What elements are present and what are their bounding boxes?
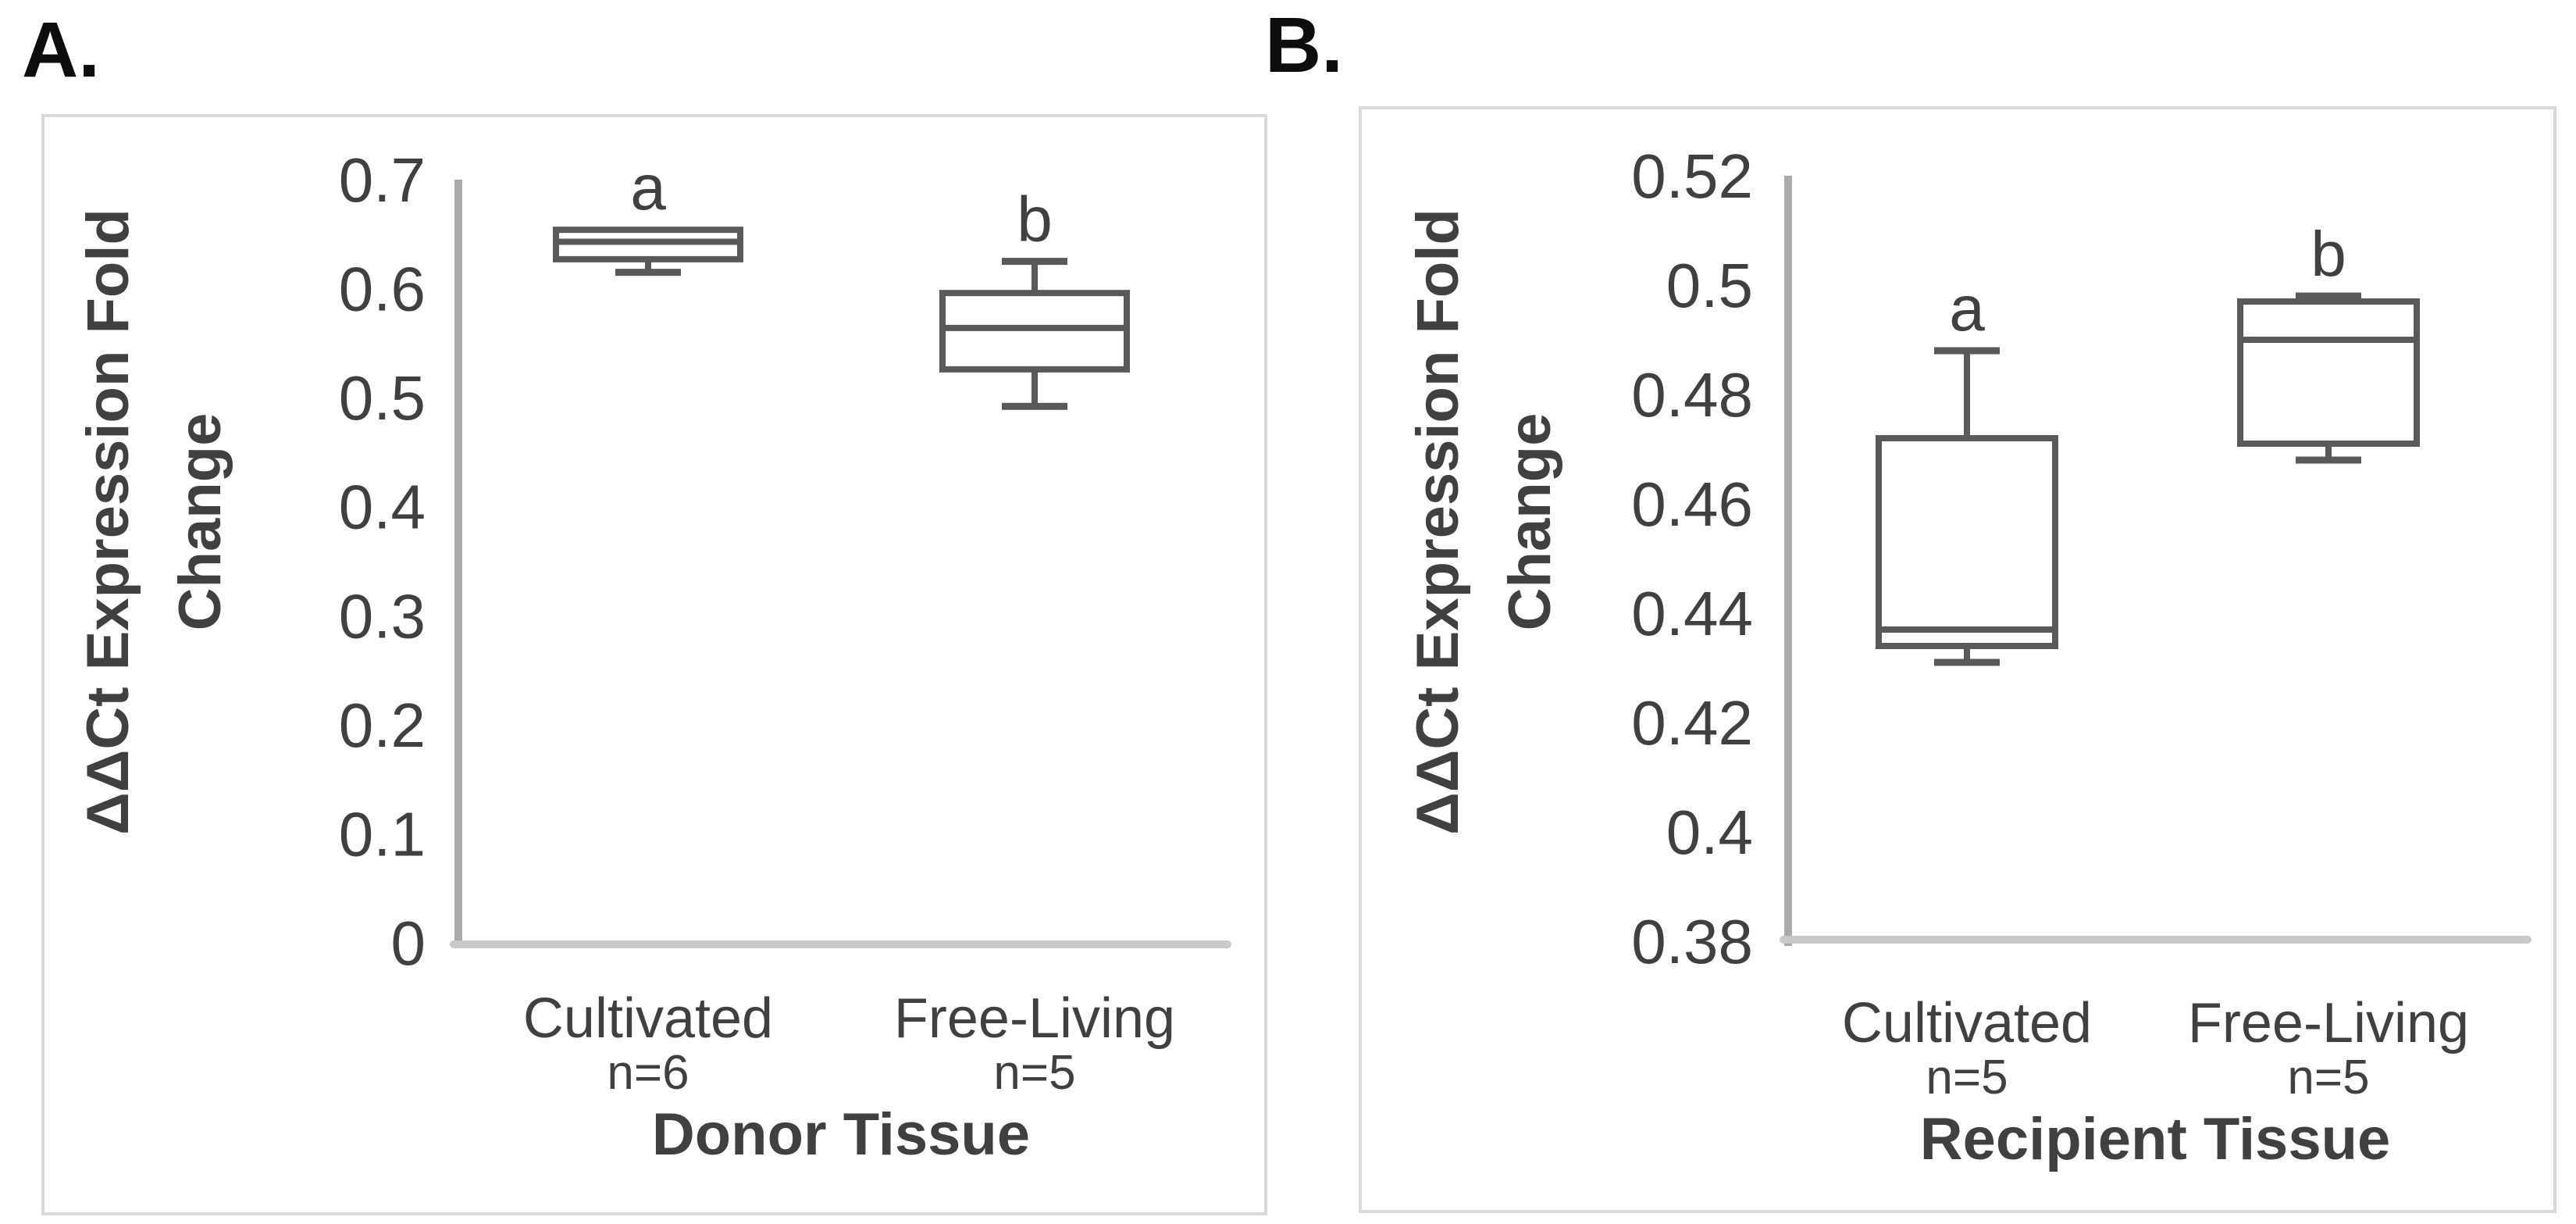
panel-b-border: [1359, 106, 2556, 1213]
y-tick-label: 0.38: [1631, 907, 1753, 976]
y-tick-label: 0.5: [339, 363, 426, 433]
y-tick-label: 0.48: [1631, 360, 1753, 430]
y-tick-label: 0.2: [339, 691, 426, 760]
category-label: Cultivated: [1842, 992, 2092, 1054]
sample-size-label: n=5: [2287, 1051, 2369, 1104]
y-tick-label: 0: [391, 908, 426, 978]
y-tick-label: 0.4: [339, 473, 426, 542]
sample-size-label: n=5: [1926, 1051, 2008, 1104]
significance-letter: a: [630, 152, 666, 223]
y-tick-label: 0.6: [339, 255, 426, 324]
y-tick-label: 0.5: [1666, 251, 1753, 320]
y-axis-title: ΔΔCt Expression Fold: [75, 209, 141, 835]
y-axis-title: Change: [1497, 413, 1563, 631]
significance-letter: a: [1949, 273, 1985, 344]
y-tick-label: 0.44: [1631, 579, 1753, 648]
y-tick-label: 0.46: [1631, 469, 1753, 539]
y-axis-title: ΔΔCt Expression Fold: [1405, 209, 1471, 835]
box: [939, 290, 1130, 373]
sample-size-label: n=6: [607, 1046, 689, 1100]
y-tick-label: 0.4: [1666, 798, 1753, 867]
panel-b-label: B.: [1265, 2, 1343, 89]
significance-letter: b: [2311, 219, 2346, 290]
box: [1876, 435, 2058, 649]
x-axis-title: Recipient Tissue: [1920, 1106, 2391, 1172]
y-tick-label: 0.7: [339, 145, 426, 215]
sample-size-label: n=5: [993, 1046, 1075, 1100]
category-label: Cultivated: [523, 987, 773, 1050]
box: [2237, 298, 2420, 447]
panel-a-label: A.: [22, 6, 100, 94]
category-label: Free-Living: [2188, 992, 2469, 1054]
y-tick-label: 0.3: [339, 581, 426, 651]
y-axis-title: Change: [167, 413, 233, 631]
y-tick-label: 0.42: [1631, 688, 1753, 758]
panel-a-border: [41, 114, 1267, 1215]
y-tick-label: 0.52: [1631, 141, 1753, 211]
category-label: Free-Living: [894, 987, 1175, 1050]
x-axis-title: Donor Tissue: [652, 1101, 1030, 1168]
significance-letter: b: [1017, 184, 1053, 255]
y-tick-label: 0.1: [339, 799, 426, 869]
